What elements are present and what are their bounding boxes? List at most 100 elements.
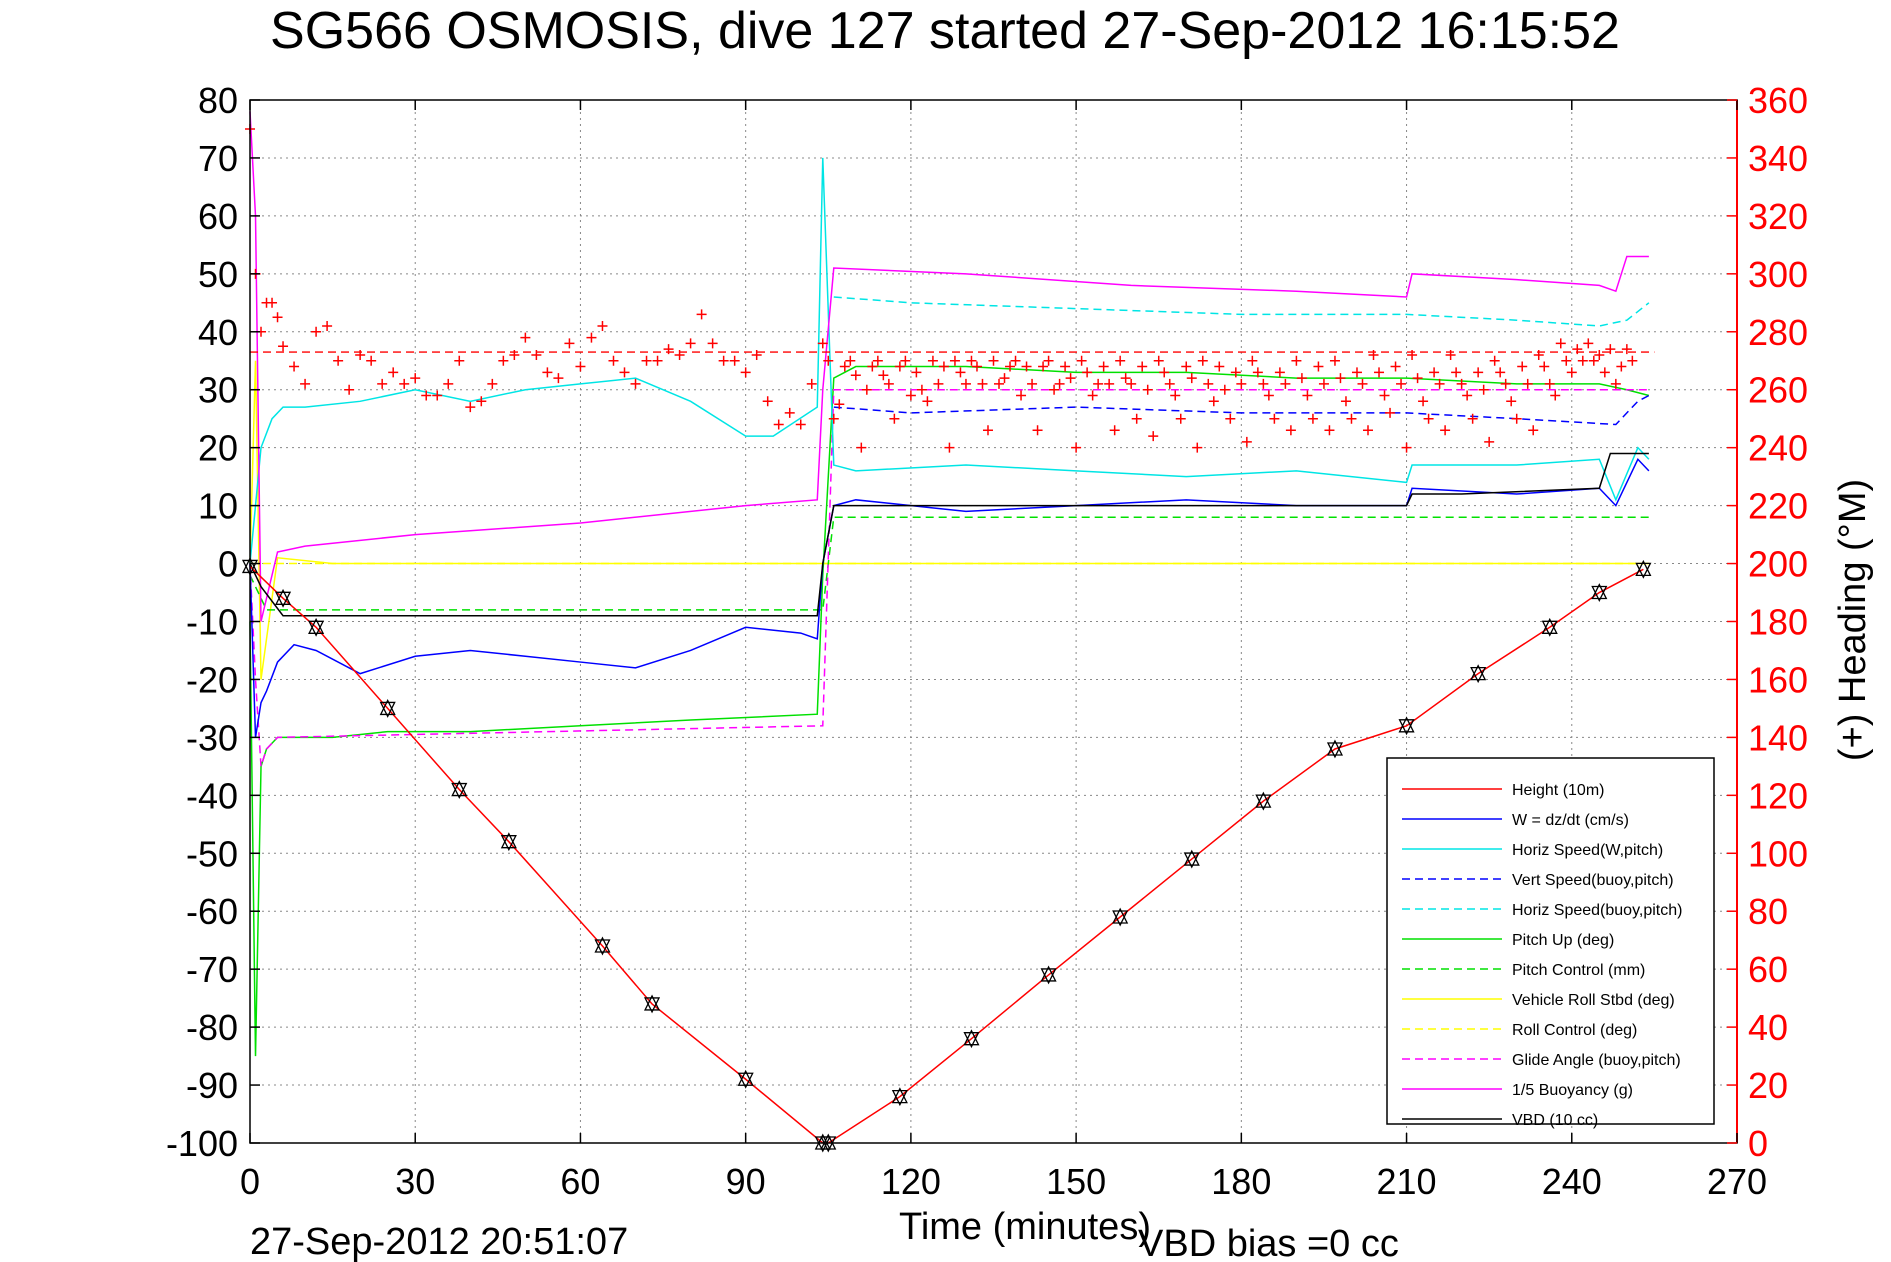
y-tick-label: 60 — [198, 196, 238, 237]
heading-point — [1561, 355, 1572, 366]
heading-point — [1236, 378, 1247, 389]
heading-point — [905, 390, 916, 401]
heading-point — [388, 367, 399, 378]
heading-point — [1539, 361, 1550, 372]
heading-point — [1230, 367, 1241, 378]
series-line-11 — [249, 452, 1649, 617]
heading-point — [828, 413, 839, 424]
heading-point — [762, 396, 773, 407]
y2-tick-label: 240 — [1748, 428, 1808, 469]
heading-point — [845, 355, 856, 366]
height-marker — [820, 1136, 837, 1153]
heading-point — [999, 373, 1010, 384]
heading-point — [1484, 436, 1495, 447]
heading-point — [1368, 349, 1379, 360]
heading-point — [1456, 378, 1467, 389]
heading-point — [1021, 361, 1032, 372]
y-tick-label: -60 — [186, 891, 238, 932]
heading-point — [966, 355, 977, 366]
heading-point — [1137, 361, 1148, 372]
heading-point — [878, 370, 889, 381]
heading-point — [1280, 378, 1291, 389]
heading-point — [1285, 425, 1296, 436]
height-marker — [274, 588, 292, 605]
heading-point — [1522, 378, 1533, 389]
heading-point — [1467, 413, 1478, 424]
height-marker — [737, 1069, 754, 1086]
heading-point — [1082, 367, 1093, 378]
y-tick-label: 50 — [198, 254, 238, 295]
heading-point — [1065, 373, 1076, 384]
heading-point — [1572, 344, 1583, 355]
heading-point — [1087, 390, 1098, 401]
y-tick-label: -30 — [186, 717, 238, 758]
heading-point — [1610, 378, 1621, 389]
heading-point — [988, 355, 999, 366]
height-marker — [891, 1087, 908, 1104]
heading-point — [1181, 361, 1192, 372]
legend-label: Vert Speed(buoy,pitch) — [1512, 872, 1674, 889]
heading-point — [498, 355, 509, 366]
heading-point — [454, 355, 465, 366]
legend-label: VBD (10 cc) — [1512, 1112, 1598, 1129]
heading-point — [1346, 413, 1357, 424]
y2-tick-label: 160 — [1748, 659, 1808, 700]
series-line-3 — [833, 394, 1650, 426]
heading-point — [1599, 367, 1610, 378]
y-tick-label: -70 — [186, 949, 238, 990]
height-marker — [1591, 583, 1608, 600]
heading-point — [630, 378, 641, 389]
heading-point — [933, 378, 944, 389]
footer-date: 27-Sep-2012 20:51:07 — [250, 1221, 628, 1262]
heading-point — [1071, 442, 1082, 453]
height-marker — [1635, 562, 1652, 579]
y2-tick-label: 220 — [1748, 486, 1808, 527]
heading-point — [889, 413, 900, 424]
height-marker — [500, 835, 517, 852]
heading-point — [938, 361, 949, 372]
heading-point — [575, 361, 586, 372]
heading-point — [1010, 355, 1021, 366]
y-tick-label: -50 — [186, 833, 238, 874]
legend-label: Horiz Speed(W,pitch) — [1512, 842, 1663, 859]
heading-point — [1434, 378, 1445, 389]
y2-tick-label: 360 — [1748, 80, 1808, 121]
heading-point — [1412, 373, 1423, 384]
height-marker — [1326, 739, 1344, 756]
heading-point — [674, 349, 685, 360]
y-tick-label: 40 — [198, 312, 238, 353]
heading-point — [817, 338, 828, 349]
heading-point — [1407, 349, 1418, 360]
heading-point — [1533, 349, 1544, 360]
heading-point — [333, 355, 344, 366]
heading-point — [1197, 355, 1208, 366]
legend-label: 1/5 Buoyancy (g) — [1512, 1082, 1633, 1099]
heading-point — [1440, 425, 1451, 436]
y-tick-label: -80 — [186, 1007, 238, 1048]
heading-point — [520, 332, 531, 343]
heading-point — [1263, 390, 1274, 401]
height-marker — [379, 701, 396, 718]
heading-point — [1506, 396, 1517, 407]
heading-point — [696, 309, 707, 320]
heading-point — [894, 361, 905, 372]
heading-point — [1357, 378, 1368, 389]
heading-point — [784, 407, 795, 418]
heading-point — [1247, 355, 1258, 366]
height-marker — [820, 1133, 837, 1150]
heading-point — [740, 367, 751, 378]
heading-point — [432, 390, 443, 401]
height-marker — [1326, 742, 1344, 759]
heading-point — [1131, 413, 1142, 424]
y2-axis-label: (+) Heading (°M) — [1832, 479, 1874, 761]
legend: Height (10m) W = dz/dt (cm/s) Horiz Speed(… — [1386, 757, 1715, 1129]
heading-point — [1445, 349, 1456, 360]
heading-point — [1208, 396, 1219, 407]
heading-point — [1566, 367, 1577, 378]
heading-point — [900, 355, 911, 366]
heading-point — [1423, 413, 1434, 424]
height-marker — [1040, 968, 1057, 985]
heading-point — [355, 349, 366, 360]
heading-point — [366, 355, 377, 366]
height-marker — [500, 832, 517, 849]
